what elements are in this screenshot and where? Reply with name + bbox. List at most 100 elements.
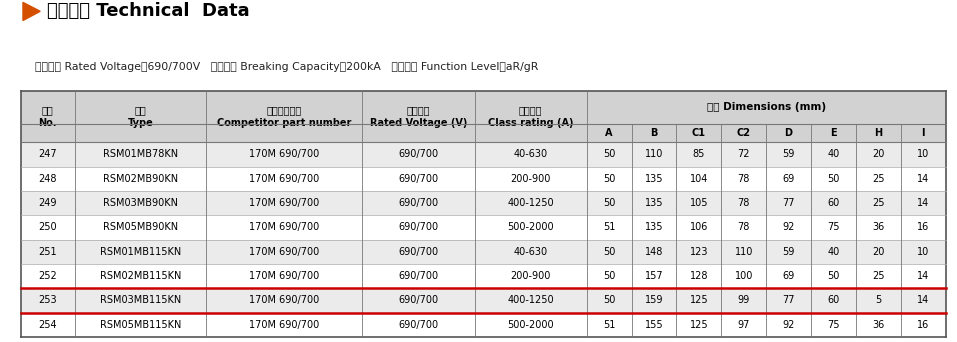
Text: 序号
No.: 序号 No.: [38, 105, 57, 128]
Text: 250: 250: [38, 222, 57, 233]
Text: 50: 50: [603, 149, 615, 159]
Text: 36: 36: [872, 320, 884, 330]
Text: RSM05MB90KN: RSM05MB90KN: [103, 222, 178, 233]
Text: 155: 155: [645, 320, 663, 330]
Bar: [21, 142, 946, 167]
Text: RSM03MB115KN: RSM03MB115KN: [100, 295, 181, 305]
Text: 75: 75: [827, 320, 839, 330]
Text: 170M 690/700: 170M 690/700: [249, 320, 320, 330]
Text: 60: 60: [827, 198, 839, 208]
Text: 170M 690/700: 170M 690/700: [249, 149, 320, 159]
Text: RSM03MB90KN: RSM03MB90KN: [103, 198, 178, 208]
Text: 25: 25: [872, 174, 884, 184]
Text: 247: 247: [38, 149, 57, 159]
Bar: [75, 91, 207, 142]
Text: RSM01MB115KN: RSM01MB115KN: [100, 247, 181, 257]
Text: 75: 75: [827, 222, 839, 233]
Text: 170M 690/700: 170M 690/700: [249, 198, 320, 208]
Text: 14: 14: [917, 271, 929, 281]
Text: 110: 110: [645, 149, 663, 159]
Text: 690/700: 690/700: [398, 295, 438, 305]
Text: 690/700: 690/700: [398, 149, 438, 159]
Text: 50: 50: [603, 295, 615, 305]
Text: 51: 51: [603, 320, 615, 330]
Text: 型号
Type: 型号 Type: [127, 105, 153, 128]
Text: 690/700: 690/700: [398, 198, 438, 208]
Text: 20: 20: [872, 149, 884, 159]
Text: 157: 157: [645, 271, 663, 281]
Text: 85: 85: [693, 149, 705, 159]
Text: 690/700: 690/700: [398, 247, 438, 257]
Text: B: B: [650, 128, 657, 138]
Text: 59: 59: [782, 247, 794, 257]
Text: 50: 50: [603, 271, 615, 281]
Bar: [21, 240, 946, 264]
Text: 额定电压 Rated Voltage：690/700V   分断能力 Breaking Capacity：200kA   功能等级 Function Level: 额定电压 Rated Voltage：690/700V 分断能力 Breakin…: [35, 62, 539, 72]
Text: 40: 40: [827, 149, 839, 159]
Text: C2: C2: [737, 128, 750, 138]
Text: 78: 78: [738, 198, 750, 208]
Text: 200-900: 200-900: [510, 174, 551, 184]
Text: 50: 50: [603, 247, 615, 257]
Text: 50: 50: [603, 174, 615, 184]
Text: D: D: [785, 128, 792, 138]
Bar: [901, 124, 946, 142]
Text: 16: 16: [917, 222, 929, 233]
Text: 10: 10: [917, 247, 929, 257]
Bar: [21, 264, 946, 288]
Text: 249: 249: [38, 198, 57, 208]
Text: I: I: [922, 128, 924, 138]
Bar: [363, 91, 475, 142]
Bar: [587, 91, 946, 124]
Text: A: A: [606, 128, 612, 138]
Text: 125: 125: [689, 320, 708, 330]
Text: 135: 135: [645, 198, 663, 208]
Text: 135: 135: [645, 174, 663, 184]
Text: 170M 690/700: 170M 690/700: [249, 247, 320, 257]
Bar: [677, 124, 722, 142]
Text: 16: 16: [917, 320, 929, 330]
Text: 40: 40: [827, 247, 839, 257]
Text: 135: 135: [645, 222, 663, 233]
Text: 170M 690/700: 170M 690/700: [249, 222, 320, 233]
Bar: [811, 124, 856, 142]
Text: 251: 251: [38, 247, 57, 257]
Text: 99: 99: [738, 295, 749, 305]
Text: 50: 50: [827, 271, 839, 281]
Text: 78: 78: [738, 174, 750, 184]
Bar: [21, 313, 946, 337]
Text: 77: 77: [782, 295, 794, 305]
Bar: [21, 167, 946, 191]
Text: 14: 14: [917, 295, 929, 305]
Text: 5: 5: [875, 295, 881, 305]
Text: RSM02MB90KN: RSM02MB90KN: [103, 174, 178, 184]
Text: 500-2000: 500-2000: [507, 320, 554, 330]
Bar: [21, 288, 946, 313]
Text: 106: 106: [690, 222, 708, 233]
Text: 92: 92: [782, 222, 794, 233]
Text: 14: 14: [917, 198, 929, 208]
Text: 159: 159: [645, 295, 663, 305]
Text: 69: 69: [783, 174, 794, 184]
Text: 40-630: 40-630: [514, 247, 547, 257]
Text: 400-1250: 400-1250: [507, 198, 554, 208]
Bar: [587, 124, 632, 142]
Text: 25: 25: [872, 198, 884, 208]
Text: H: H: [874, 128, 882, 138]
Text: 97: 97: [738, 320, 750, 330]
Text: 20: 20: [872, 247, 884, 257]
Text: 253: 253: [38, 295, 57, 305]
Text: 51: 51: [603, 222, 615, 233]
Text: 50: 50: [827, 174, 839, 184]
Bar: [21, 215, 946, 240]
Text: RSM01MB78KN: RSM01MB78KN: [103, 149, 178, 159]
Bar: [856, 124, 901, 142]
Text: 170M 690/700: 170M 690/700: [249, 271, 320, 281]
Bar: [207, 91, 363, 142]
Text: RSM05MB115KN: RSM05MB115KN: [100, 320, 181, 330]
Text: 148: 148: [645, 247, 663, 257]
Text: 50: 50: [603, 198, 615, 208]
Text: 同类产品型号
Competitor part number: 同类产品型号 Competitor part number: [217, 105, 351, 128]
Text: 690/700: 690/700: [398, 222, 438, 233]
Bar: [722, 124, 767, 142]
